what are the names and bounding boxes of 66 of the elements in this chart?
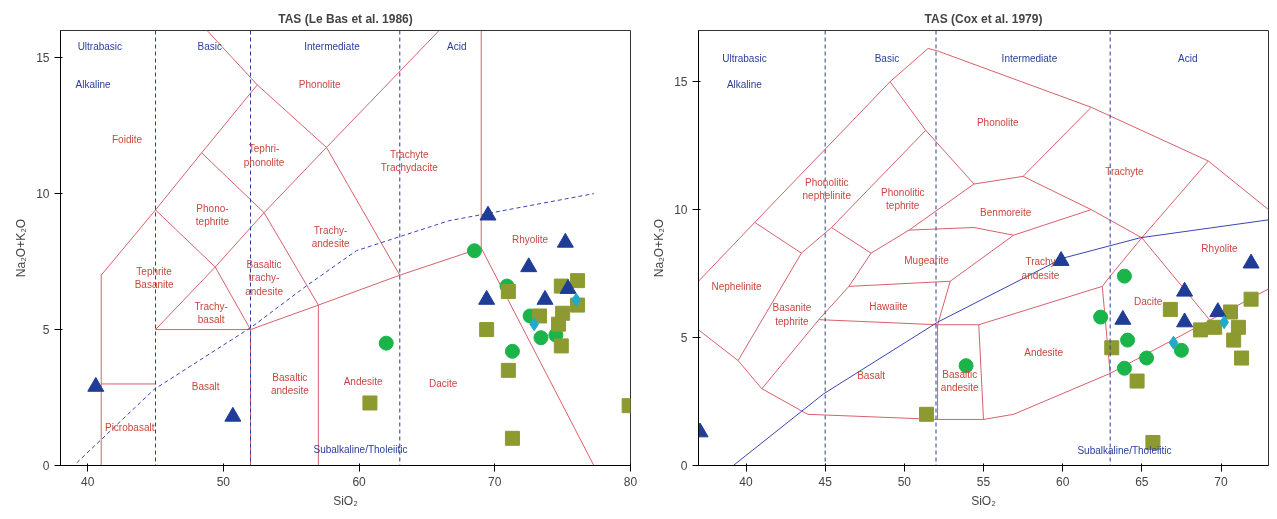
annotation: Subalkaline/Tholeiitic bbox=[1077, 444, 1172, 456]
annotation: Rhyolite bbox=[512, 234, 549, 246]
x-tick-label: 60 bbox=[352, 474, 367, 489]
x-tick-label: 40 bbox=[739, 474, 753, 489]
annotation: Basaltic trachy- andesite bbox=[245, 259, 284, 297]
annotation: Phonolitic tephrite bbox=[881, 187, 925, 212]
annotation: Trachyte Trachydacite bbox=[380, 148, 439, 174]
annotation: Phonolitic nephelinite bbox=[802, 177, 852, 202]
x-axis-title: SiO₂ bbox=[971, 493, 997, 508]
x-tick-label: 55 bbox=[976, 474, 991, 489]
annotation: Phonolite bbox=[298, 79, 341, 91]
annotation: Dacite bbox=[1133, 296, 1163, 308]
annotation: Basaltic andesite bbox=[940, 368, 980, 394]
annotation: Intermediate bbox=[1001, 53, 1058, 65]
annotation: Andesite bbox=[343, 375, 384, 387]
annotation: Trachyte bbox=[1105, 165, 1145, 177]
annotation: Tephri- phonolite bbox=[243, 143, 285, 168]
y-axis-title: Na₂O+K₂O bbox=[652, 218, 667, 278]
annotation: Phono- tephrite bbox=[195, 203, 230, 228]
annotation: Basalt bbox=[191, 381, 220, 393]
x-axis-title: SiO₂ bbox=[333, 493, 359, 508]
annotation: Phonolite bbox=[976, 117, 1020, 129]
annotation: Basanite tephrite bbox=[772, 302, 812, 327]
y-tick-label: 15 bbox=[674, 75, 688, 90]
y-tick-label: 0 bbox=[42, 459, 50, 473]
x-tick-label: 40 bbox=[80, 474, 95, 489]
annotation: Basaltic andesite bbox=[270, 371, 310, 397]
annotation: Dacite bbox=[429, 378, 458, 390]
annotation: Alkaline bbox=[75, 79, 112, 91]
annotation: Ultrabasic bbox=[77, 41, 123, 53]
annotation: Benmoreite bbox=[980, 206, 1032, 218]
x-tick-label: 70 bbox=[488, 474, 502, 489]
annotation: Acid bbox=[447, 41, 467, 53]
x-tick-label: 65 bbox=[1135, 474, 1149, 489]
annotation: Trachy- andesite bbox=[311, 225, 350, 250]
y-tick-label: 10 bbox=[36, 187, 50, 202]
y-tick-label: 5 bbox=[42, 323, 50, 338]
x-tick-label: 60 bbox=[1055, 474, 1070, 489]
annotation: Rhyolite bbox=[1201, 242, 1238, 254]
x-tick-label: 45 bbox=[818, 474, 833, 489]
annotation: Hawaiite bbox=[869, 301, 909, 313]
annotation: Andesite bbox=[1024, 347, 1064, 359]
x-tick-label: 80 bbox=[623, 474, 638, 489]
annotation: Picrobasalt bbox=[104, 421, 155, 433]
annotation: Nephelinite bbox=[711, 280, 762, 292]
annotation: Intermediate bbox=[304, 41, 361, 53]
annotation: Mugearite bbox=[904, 255, 950, 267]
annotation: Foidite bbox=[111, 133, 143, 145]
y-axis-title: Na₂O+K₂O bbox=[14, 218, 29, 278]
annotation: Ultrabasic bbox=[722, 53, 767, 65]
y-tick-label: 10 bbox=[674, 203, 688, 218]
annotation: Tephrite Basanite bbox=[134, 265, 175, 291]
x-tick-label: 50 bbox=[897, 474, 912, 489]
x-tick-label: 70 bbox=[1214, 474, 1228, 489]
chart-title: TAS (Le Bas et al. 1986) bbox=[278, 11, 413, 26]
x-tick-label: 50 bbox=[216, 474, 231, 489]
annotation: Trachy- basalt bbox=[194, 301, 228, 326]
annotation: Acid bbox=[1178, 53, 1198, 65]
annotation: Basalt bbox=[857, 370, 886, 382]
y-tick-label: 15 bbox=[36, 51, 50, 66]
y-tick-label: 5 bbox=[680, 331, 688, 346]
y-tick-label: 0 bbox=[680, 459, 688, 473]
annotation: Basic bbox=[197, 41, 223, 53]
annotation: Alkaline bbox=[726, 78, 763, 90]
chart-title: TAS (Cox et al. 1979) bbox=[924, 11, 1043, 26]
annotation: Basic bbox=[874, 53, 900, 65]
